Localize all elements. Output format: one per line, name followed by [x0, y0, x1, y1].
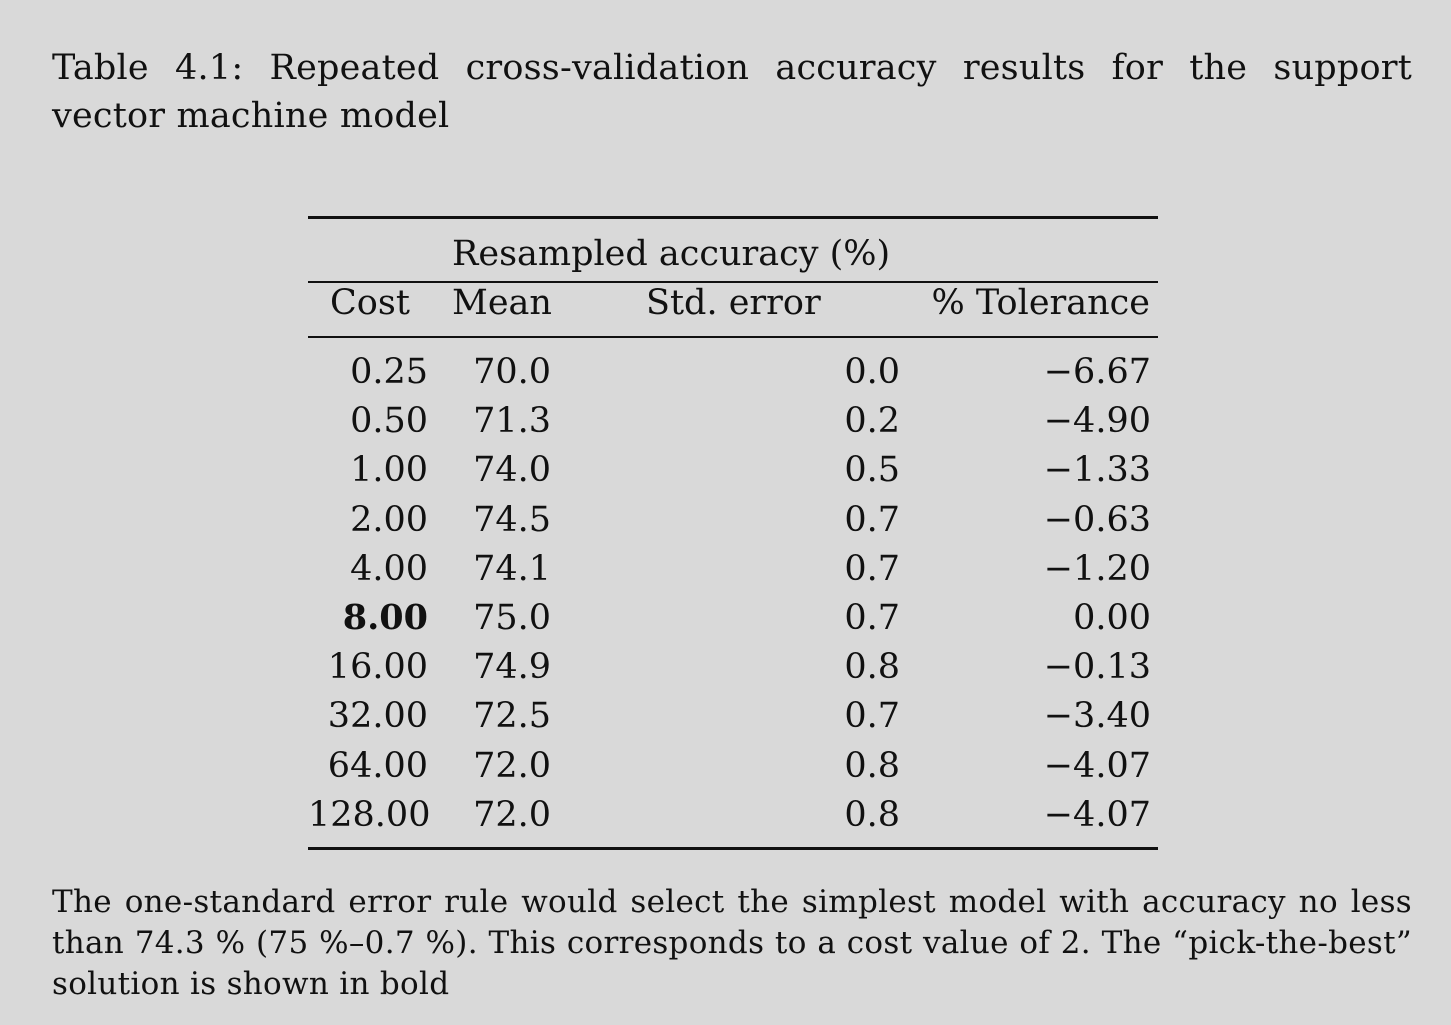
cell-tolerance: −4.07	[1043, 745, 1151, 786]
cell-tolerance: 0.00	[1073, 598, 1151, 638]
cell-tolerance: −1.20	[1043, 548, 1151, 589]
cell-mean: 74.1	[473, 548, 551, 589]
cell-cost: 1.00	[350, 450, 428, 491]
cell-mean: 72.5	[473, 696, 551, 737]
cell-cost: 16.00	[327, 647, 428, 688]
cell-cost: 64.00	[327, 745, 428, 786]
cell-mean: 72.0	[473, 745, 551, 786]
cell-cost: 4.00	[350, 548, 428, 589]
table-caption: Table 4.1: Repeated cross-validation acc…	[52, 48, 1412, 136]
cell-mean: 70.0	[473, 352, 551, 392]
table-note: The one-standard error rule would select…	[52, 884, 1412, 1002]
cell-tolerance: −0.63	[1043, 499, 1151, 540]
cell-cost: 8.00	[342, 597, 428, 638]
cell-mean: 72.0	[473, 794, 551, 835]
cell-cost: 32.00	[327, 696, 428, 737]
cell-std-error: 0.8	[844, 794, 900, 835]
cell-std-error: 0.7	[844, 499, 900, 540]
cell-std-error: 0.5	[844, 450, 900, 491]
cell-cost: 0.50	[350, 401, 428, 442]
column-header-cost: Cost	[330, 283, 410, 323]
column-header-tolerance: % Tolerance	[931, 283, 1150, 323]
column-header-std-error: Std. error	[646, 283, 821, 323]
cell-mean: 74.5	[473, 499, 551, 540]
header-bottom-rule	[308, 336, 1158, 338]
cell-std-error: 0.2	[844, 401, 900, 442]
cell-tolerance: −1.33	[1043, 450, 1151, 491]
cell-tolerance: −0.13	[1043, 647, 1151, 688]
cell-mean: 74.9	[473, 647, 551, 688]
cell-tolerance: −4.07	[1043, 794, 1151, 835]
cell-cost: 0.25	[350, 352, 428, 392]
cell-tolerance: −6.67	[1043, 352, 1151, 392]
column-header-mean: Mean	[452, 283, 552, 323]
table-bottom-rule	[308, 847, 1158, 850]
cell-std-error: 0.7	[844, 598, 900, 638]
cell-tolerance: −4.90	[1043, 401, 1151, 442]
cell-cost: 2.00	[350, 499, 428, 540]
cell-std-error: 0.8	[844, 745, 900, 786]
cell-mean: 75.0	[473, 598, 551, 638]
group-header-rule	[308, 281, 1158, 283]
cell-std-error: 0.0	[844, 352, 900, 392]
cell-std-error: 0.8	[844, 647, 900, 688]
group-header: Resampled accuracy (%)	[452, 234, 891, 274]
cell-cost: 128.00	[308, 794, 431, 835]
cell-mean: 74.0	[473, 450, 551, 491]
table-top-rule	[308, 216, 1158, 219]
cell-tolerance: −3.40	[1043, 696, 1151, 737]
cell-std-error: 0.7	[844, 696, 900, 737]
cell-std-error: 0.7	[844, 548, 900, 589]
cell-mean: 71.3	[473, 401, 551, 442]
